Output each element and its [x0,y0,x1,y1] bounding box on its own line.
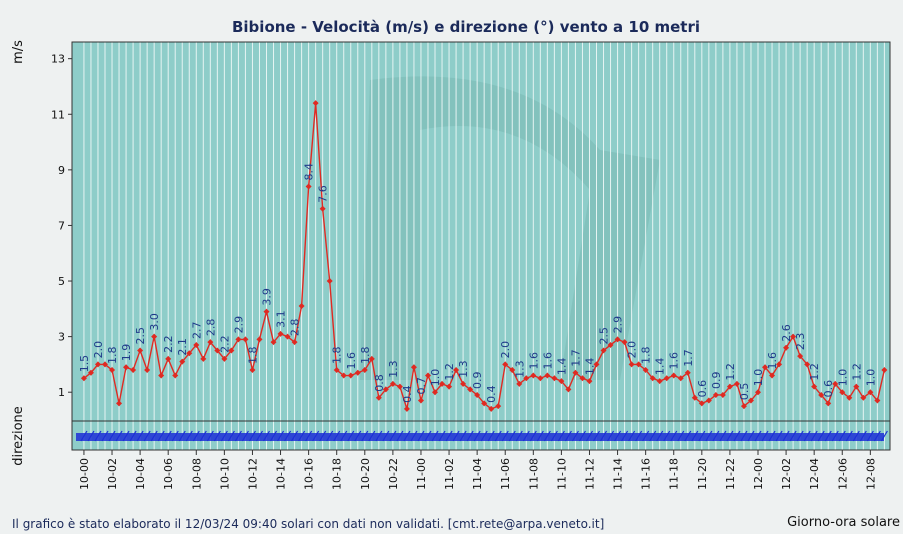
x-tick-label: 11-20 [696,458,709,490]
x-tick-label: 11-00 [415,458,428,490]
value-label: 2.6 [780,324,793,342]
chart: Bibione - Velocità (m/s) e direzione (°)… [0,0,903,534]
value-label: 2.2 [162,335,175,353]
value-label: 0.6 [822,380,835,398]
value-label: 2.8 [289,319,302,337]
value-label: 1.6 [766,352,779,370]
x-tick-label: 12-00 [752,458,765,490]
value-label: 1.7 [682,349,695,367]
y-tick-label: 13 [51,53,65,66]
x-tick-label: 10-14 [275,458,288,490]
value-label: 2.9 [232,316,245,334]
value-label: 1.0 [836,369,849,387]
x-tick-label: 11-22 [724,458,737,490]
value-label: 1.2 [443,363,456,381]
value-label: 2.0 [626,341,639,359]
x-tick-label: 10-08 [190,458,203,490]
value-label: 2.0 [499,341,512,359]
value-label: 1.2 [808,363,821,381]
value-label: 2.5 [134,327,147,345]
x-axis-label: Giorno-ora solare [787,515,900,530]
value-label: 1.4 [583,358,596,376]
y2-axis-label: direzione [11,406,26,466]
value-label: 1.6 [668,352,681,370]
x-tick-label: 10-22 [387,458,400,490]
value-label: 1.5 [78,355,91,373]
footnote: Il grafico è stato elaborato il 12/03/24… [12,517,604,531]
x-tick-label: 11-10 [555,458,568,490]
x-tick-label: 12-04 [808,458,821,490]
value-label: 1.8 [331,346,344,364]
value-label: 3.0 [148,313,161,331]
value-label: 1.6 [345,352,358,370]
value-label: 1.4 [555,358,568,376]
value-label: 1.2 [850,363,863,381]
y-tick-label: 11 [51,108,65,121]
value-label: 0.6 [696,380,709,398]
y-tick-label: 7 [58,219,65,232]
value-label: 1.3 [387,360,400,378]
value-label: 1.0 [864,369,877,387]
x-tick-label: 10-02 [106,458,119,490]
x-tick-label: 12-06 [836,458,849,490]
value-label: 1.6 [541,352,554,370]
value-label: 1.9 [120,344,133,362]
x-tick-label: 11-08 [527,458,540,490]
value-label: 2.3 [794,333,807,351]
value-label: 0.9 [471,371,484,389]
value-label: 7.6 [317,185,330,203]
x-tick-label: 10-20 [359,458,372,490]
value-label: 1.8 [640,346,653,364]
value-label: 0.5 [738,383,751,401]
value-label: 1.4 [654,358,667,376]
value-label: 3.1 [275,310,288,328]
x-tick-label: 12-02 [780,458,793,490]
x-tick-label: 11-16 [640,458,653,490]
x-tick-label: 11-14 [612,458,625,490]
value-label: 1.2 [724,363,737,381]
value-label: 0.4 [485,385,498,403]
value-label: 2.9 [612,316,625,334]
x-tick-label: 12-08 [864,458,877,490]
value-label: 1.3 [457,360,470,378]
y-tick-label: 3 [58,331,65,344]
value-label: 1.0 [752,369,765,387]
value-label: 1.7 [569,349,582,367]
y-tick-label: 5 [58,275,65,288]
value-label: 1.8 [106,346,119,364]
value-label: 1.8 [359,346,372,364]
value-label: 3.9 [260,288,273,306]
x-tick-label: 10-06 [162,458,175,490]
x-tick-label: 10-10 [218,458,231,490]
x-tick-label: 10-04 [134,458,147,490]
y-tick-label: 9 [58,164,65,177]
value-label: 2.8 [204,319,217,337]
value-label: 1.8 [246,346,259,364]
value-label: 0.7 [415,377,428,395]
x-tick-label: 10-00 [78,458,91,490]
x-tick-label: 11-04 [471,458,484,490]
x-tick-label: 11-02 [443,458,456,490]
value-label: 2.7 [190,321,203,339]
chart-title: Bibione - Velocità (m/s) e direzione (°)… [232,18,700,36]
x-tick-label: 10-16 [303,458,316,490]
value-label: 2.0 [92,341,105,359]
x-tick-label: 11-18 [668,458,681,490]
value-label: 8.4 [303,163,316,181]
value-label: 0.9 [710,371,723,389]
value-label: 1.6 [527,352,540,370]
x-tick-label: 11-12 [583,458,596,490]
x-tick-label: 10-12 [246,458,259,490]
value-label: 0.4 [401,385,414,403]
x-tick-label: 11-06 [499,458,512,490]
value-label: 2.5 [598,327,611,345]
y-tick-label: 1 [58,386,65,399]
value-label: 1.3 [513,360,526,378]
y-axis-label: m/s [11,40,26,64]
x-tick-label: 10-18 [331,458,344,490]
